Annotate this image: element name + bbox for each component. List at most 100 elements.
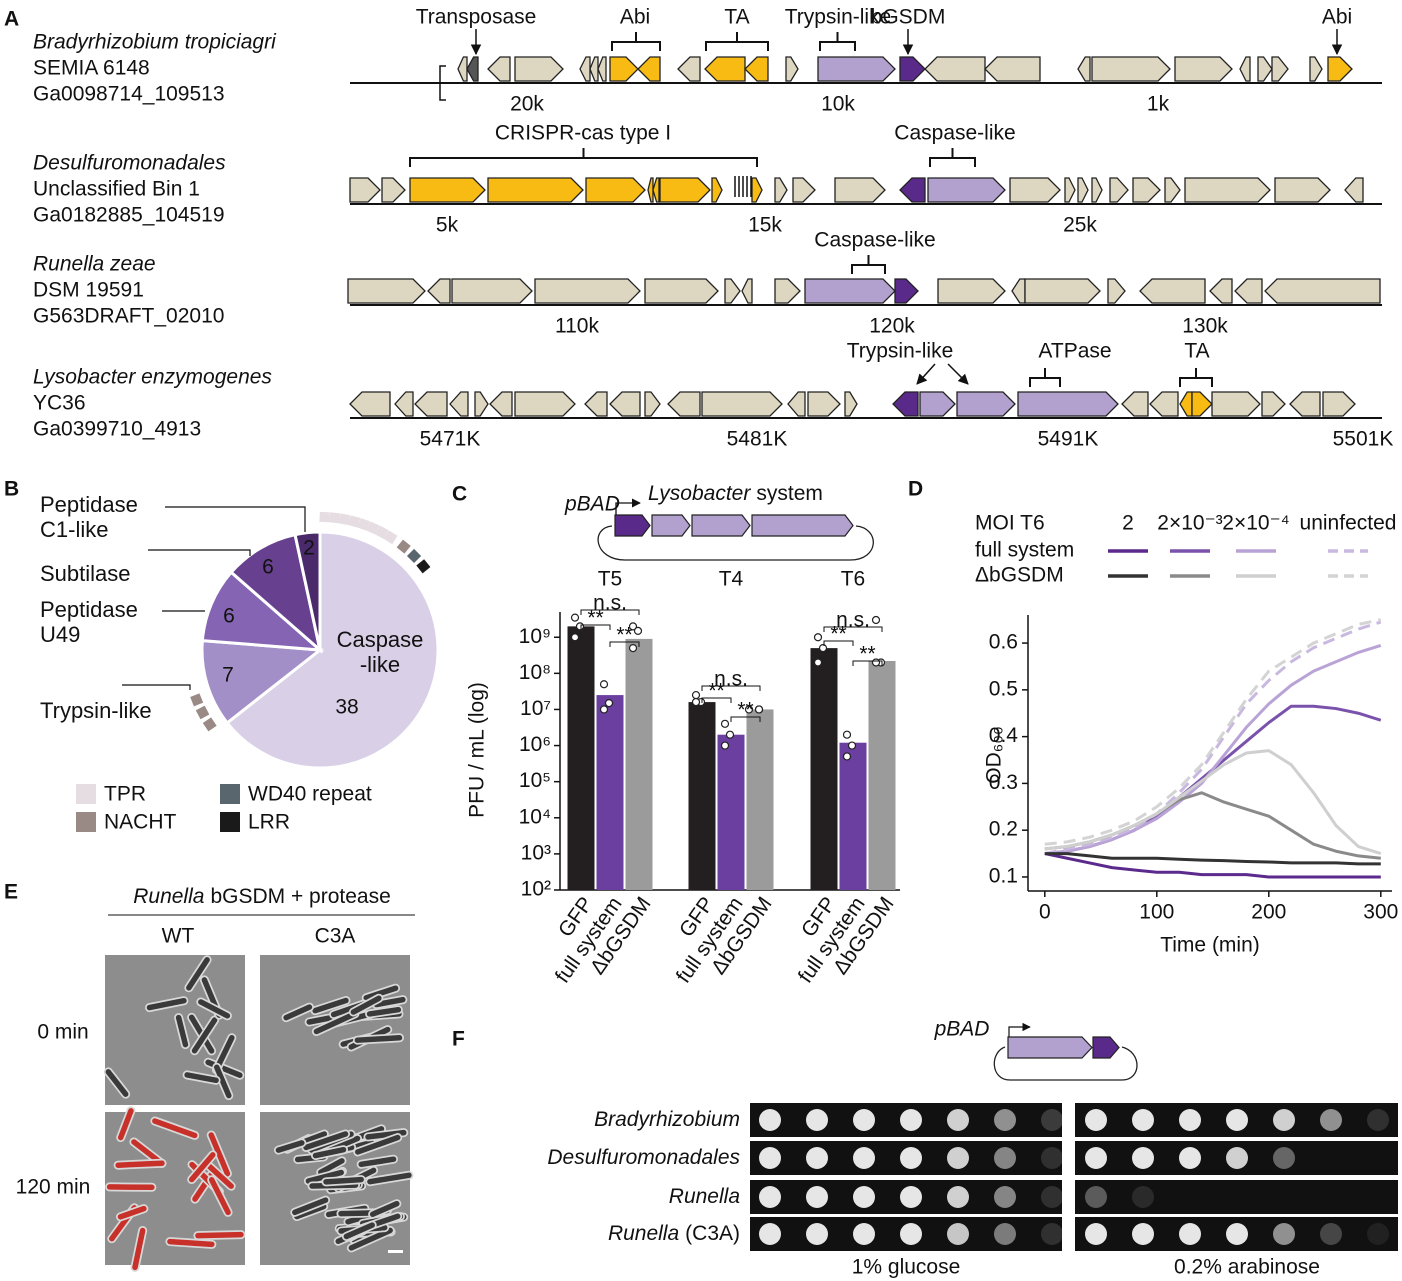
gene [1179, 391, 1193, 417]
leader-line [165, 506, 306, 532]
legend-row: ΔbGSDM [975, 564, 1064, 587]
panel-label: B [4, 478, 19, 501]
gene [487, 56, 511, 82]
strain-label-italic: Runella [669, 1185, 740, 1208]
gene [1091, 56, 1171, 82]
gene [349, 391, 391, 417]
replicate-point [628, 644, 638, 653]
strain-label-italic: Runella [608, 1222, 679, 1245]
condition-label: 1% glucose [852, 1256, 961, 1279]
y-tick-label: 0.5 [989, 677, 1018, 700]
gene [804, 278, 896, 304]
significance-bracket [609, 641, 640, 647]
gene [349, 177, 381, 203]
od-line [1044, 852, 1381, 879]
spot [806, 1109, 828, 1131]
scale-bar [388, 1250, 403, 1253]
significance-label: n.s. [593, 592, 627, 615]
y-tick-label: 10⁵ [519, 769, 551, 792]
category-label: T6 [841, 568, 866, 591]
x-tick-label: 300 [1363, 901, 1398, 924]
promoter-arrow [615, 498, 641, 515]
leader-line [122, 684, 191, 690]
spot [1179, 1147, 1201, 1169]
genome-tick-label: 10k [821, 93, 855, 116]
construct-title-rest: system [756, 482, 823, 505]
spot [1273, 1147, 1295, 1169]
replicate-point [813, 658, 823, 667]
spot [1320, 1223, 1342, 1245]
cell [117, 1205, 147, 1220]
gene-annotation: ATPase [1038, 340, 1111, 363]
domain-square [338, 513, 351, 526]
y-axis-label: PFU / mL (log) [466, 682, 489, 818]
gene [1017, 391, 1119, 417]
y-tick-label: 10⁸ [519, 661, 551, 684]
gene-annotation: bGSDM [871, 6, 946, 29]
replicate-point [599, 680, 609, 689]
domain-square [375, 525, 389, 540]
annotation-bracket [705, 32, 769, 51]
gene [919, 391, 956, 417]
y-tick-label: 10² [521, 878, 551, 901]
gene [744, 56, 769, 82]
gene [1139, 278, 1206, 304]
gene [427, 278, 451, 304]
pie-slice [293, 530, 322, 651]
cell [214, 1064, 232, 1099]
cell [358, 1156, 397, 1168]
legend-swatch [220, 784, 240, 804]
significance-bracket [701, 697, 732, 703]
replicate-point [691, 697, 701, 707]
spot [806, 1147, 828, 1169]
cell [369, 1200, 400, 1218]
y-tick-label: 0.1 [989, 865, 1018, 888]
gene [1164, 177, 1181, 203]
cell [305, 1169, 344, 1184]
spot [1273, 1223, 1295, 1245]
genome-tick-label: 110k [555, 315, 599, 338]
strain-label-italic: Bradyrhizobium [594, 1108, 740, 1131]
annotation-bracket [929, 148, 976, 167]
strain-label: Runella (C3A) [608, 1222, 740, 1245]
gene-annotation: Caspase-like [814, 229, 935, 252]
gene-annotation: CRISPR-cas type I [495, 122, 671, 145]
replicate-point [720, 741, 730, 750]
plasmid-loop [993, 1046, 1138, 1081]
gene [647, 177, 654, 203]
significance-label: ** [737, 699, 753, 722]
gene [1271, 56, 1289, 82]
strain-label: Runella [669, 1185, 740, 1208]
y-tick-label: 0.2 [989, 818, 1018, 841]
replicate-point [842, 752, 852, 761]
replicate-point [628, 622, 638, 631]
spot [1041, 1109, 1063, 1131]
pie-slice [225, 530, 440, 770]
cell [317, 1158, 345, 1176]
gene [534, 278, 641, 304]
gene [927, 177, 1006, 203]
spot [1226, 1147, 1248, 1169]
domain-square [202, 717, 217, 732]
cell [350, 995, 382, 1015]
gene [1257, 56, 1273, 82]
gene [457, 56, 468, 82]
replicate-point [575, 622, 585, 631]
replicate-point [570, 613, 580, 622]
domain-square [190, 693, 204, 707]
gene [1261, 391, 1286, 417]
y-tick-label: 0.4 [989, 724, 1019, 747]
spot [1085, 1186, 1107, 1208]
cell [188, 1152, 216, 1183]
gene [894, 278, 919, 304]
cell [184, 1072, 219, 1084]
gene [774, 278, 801, 304]
legend-label: WD40 repeat [248, 783, 372, 806]
genome-tick-label: 25k [1063, 214, 1097, 237]
spot [806, 1186, 828, 1208]
replicate-point [813, 633, 823, 642]
gene [677, 56, 701, 82]
genome-tick-label: 20k [510, 93, 544, 116]
gene [774, 177, 788, 203]
gene [1234, 278, 1263, 304]
